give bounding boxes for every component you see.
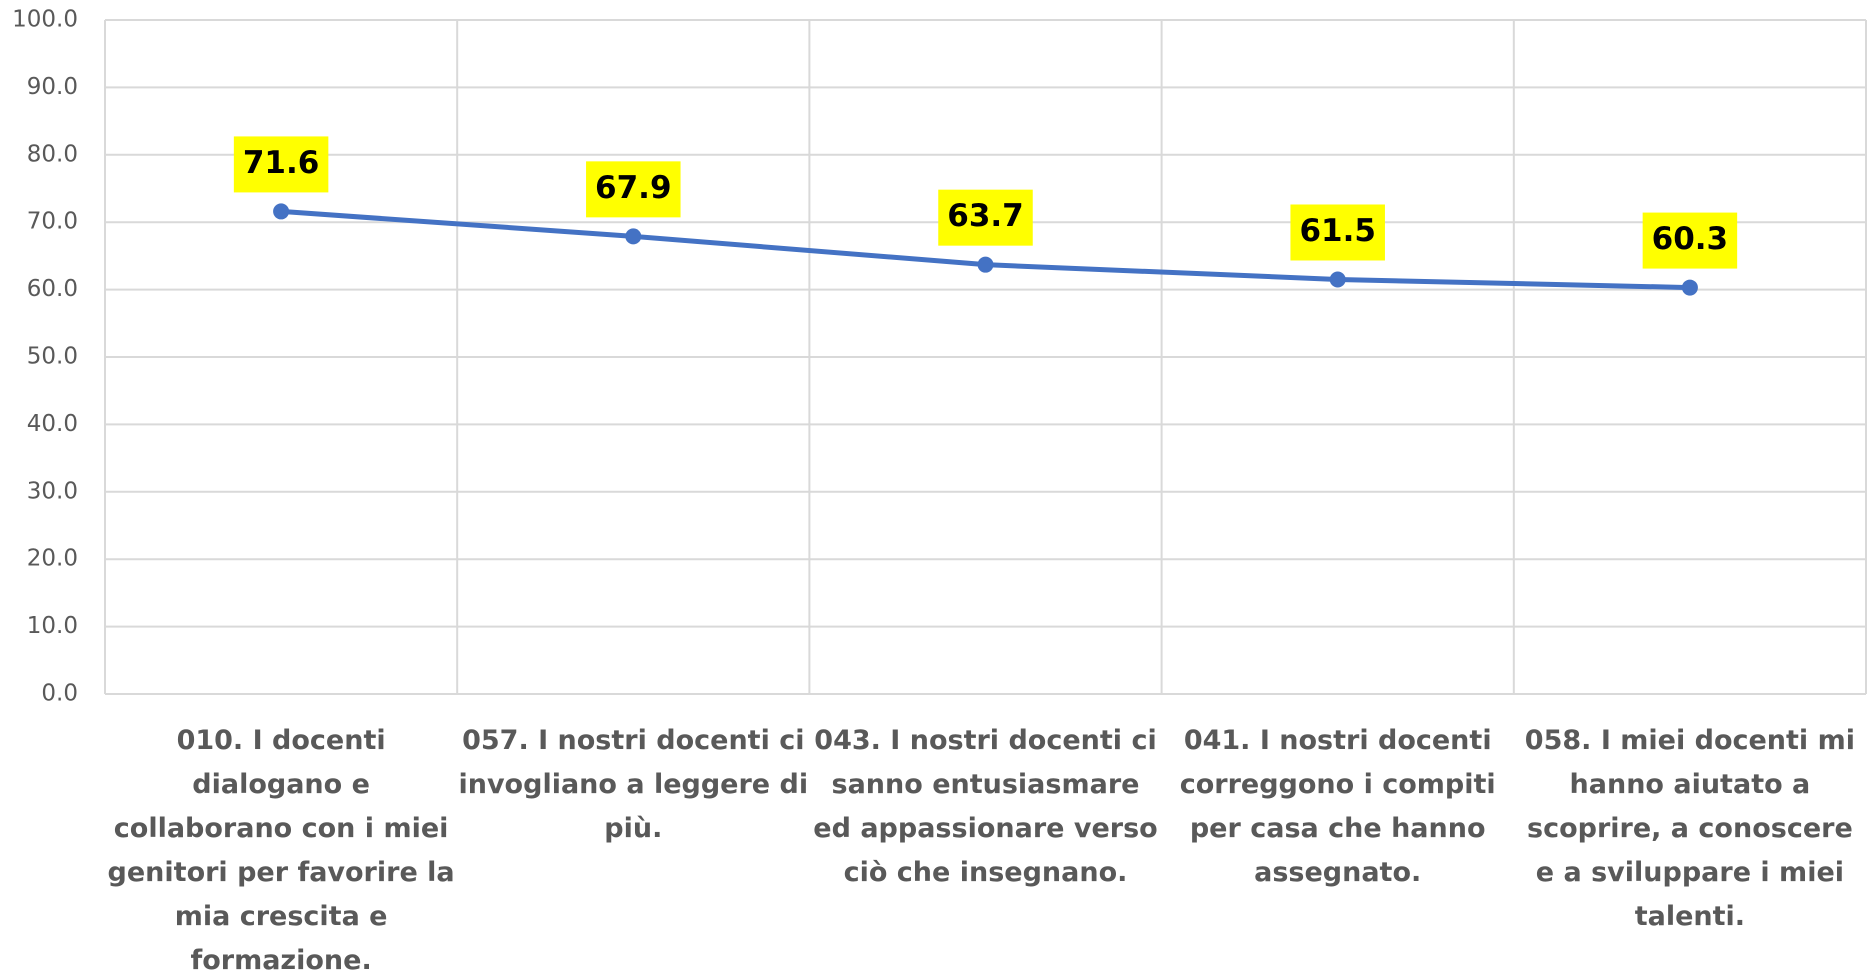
data-label: 61.5 bbox=[1299, 213, 1376, 249]
y-tick-label: 0.0 bbox=[41, 681, 78, 707]
marker bbox=[625, 228, 642, 245]
data-label-bg bbox=[586, 161, 681, 218]
marker bbox=[273, 203, 290, 220]
y-tick-label: 20.0 bbox=[27, 546, 78, 572]
y-tick-label: 10.0 bbox=[27, 613, 78, 639]
x-tick-label: 057. I nostri docenti ci invogliano a leg… bbox=[458, 725, 808, 844]
data-label: 71.6 bbox=[243, 145, 320, 181]
y-tick-label: 100.0 bbox=[12, 7, 78, 33]
x-tick-label: 043. I nostri docenti ci sanno entusiasma… bbox=[813, 725, 1157, 888]
data-label-bg bbox=[1642, 212, 1738, 269]
x-tick-label: 058. I miei docenti mi hanno aiutato a sco… bbox=[1525, 725, 1855, 932]
marker bbox=[1329, 271, 1346, 288]
x-tick-label: 041. I nostri docenti correggono i compit… bbox=[1180, 725, 1496, 888]
data-label-bg bbox=[233, 136, 329, 193]
data-label-bg bbox=[1290, 204, 1385, 261]
marker bbox=[977, 256, 994, 273]
data-label-bg bbox=[938, 189, 1033, 246]
y-tick-label: 30.0 bbox=[27, 478, 78, 504]
x-tick-label: 010. I docenti dialogano e collaborano con… bbox=[108, 725, 455, 976]
data-label: 67.9 bbox=[595, 170, 672, 206]
data-label: 60.3 bbox=[1652, 221, 1729, 257]
marker bbox=[1681, 279, 1698, 296]
y-tick-label: 90.0 bbox=[27, 74, 78, 100]
y-tick-label: 80.0 bbox=[27, 141, 78, 167]
y-tick-label: 50.0 bbox=[27, 344, 78, 370]
data-label: 63.7 bbox=[947, 198, 1024, 234]
y-tick-label: 70.0 bbox=[27, 209, 78, 235]
y-tick-label: 60.0 bbox=[27, 276, 78, 302]
y-tick-label: 40.0 bbox=[27, 411, 78, 437]
